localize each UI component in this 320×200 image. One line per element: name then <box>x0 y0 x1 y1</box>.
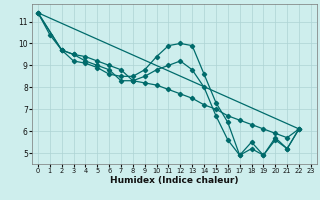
X-axis label: Humidex (Indice chaleur): Humidex (Indice chaleur) <box>110 176 239 185</box>
